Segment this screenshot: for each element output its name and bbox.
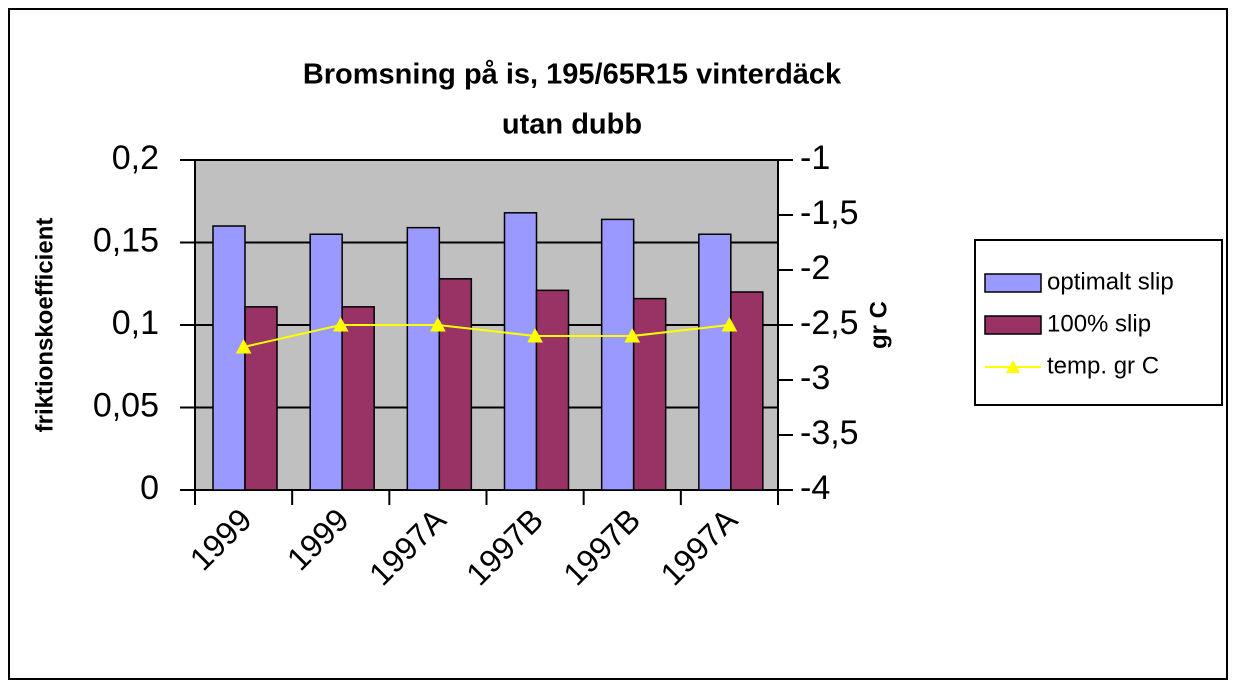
- bar: [244, 306, 278, 491]
- chart-title: Bromsning på is, 195/65R15 vinterdäck: [303, 59, 842, 91]
- y-tick-label: 0,2: [112, 139, 159, 177]
- bar: [341, 306, 375, 491]
- legend-swatch: [984, 273, 1042, 293]
- y-tick-label: 0,1: [112, 304, 159, 342]
- y2-tick-label: -4: [800, 469, 830, 507]
- line-series: [243, 324, 730, 348]
- line-marker: [332, 316, 349, 332]
- bar: [438, 278, 473, 491]
- bar: [632, 297, 667, 491]
- bar: [406, 226, 441, 491]
- line-marker: [527, 327, 543, 343]
- y2-tick-label: -3: [800, 359, 830, 397]
- legend-swatch: [984, 315, 1042, 335]
- bar: [698, 233, 732, 491]
- line-marker: [624, 327, 641, 343]
- y-tick-label: 0,15: [93, 221, 159, 259]
- line-marker: [430, 316, 446, 332]
- chart-subtitle: utan dubb: [502, 109, 642, 141]
- bar: [212, 225, 246, 491]
- y-axis-label: friktionskoefficient: [31, 218, 58, 433]
- y2-tick-label: -2: [800, 249, 830, 287]
- line-marker: [721, 316, 738, 332]
- bar: [730, 291, 764, 491]
- bar: [309, 233, 343, 491]
- bar: [503, 212, 538, 491]
- y2-tick-label: -1,5: [800, 194, 859, 232]
- legend-label: optimalt slip: [1047, 268, 1174, 295]
- y2-tick-label: -3,5: [800, 414, 859, 452]
- bar: [600, 218, 635, 491]
- y2-tick-label: -2,5: [800, 304, 859, 342]
- legend-marker: [1006, 360, 1020, 373]
- legend-label: 100% slip: [1047, 310, 1151, 337]
- y2-tick-label: -1: [800, 139, 830, 177]
- y-tick-label: 0,05: [93, 386, 159, 424]
- line-marker: [235, 338, 252, 354]
- y2-axis-label: gr C: [865, 301, 892, 349]
- y-tick-label: 0: [140, 469, 159, 507]
- bar: [535, 289, 570, 491]
- legend-label: temp. gr C: [1047, 352, 1159, 379]
